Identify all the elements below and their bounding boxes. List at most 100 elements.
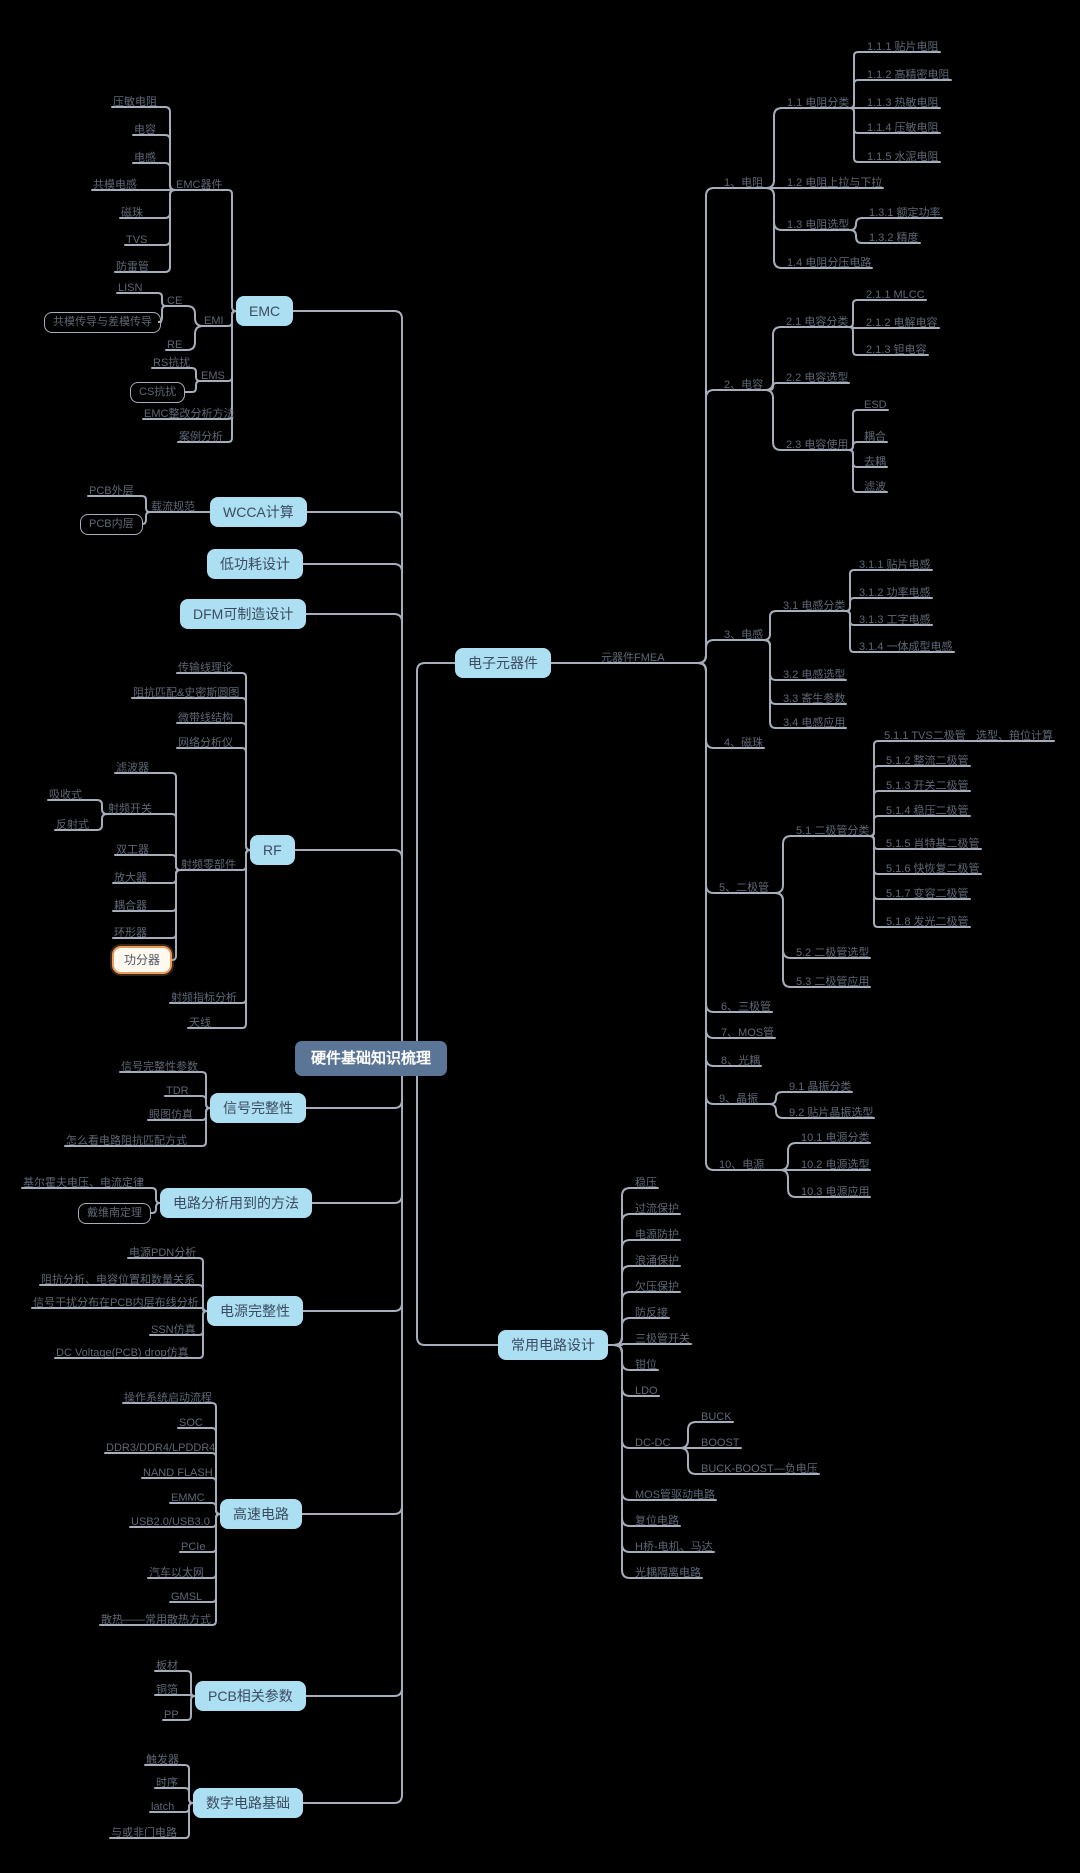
node-nand-flash[interactable]: NAND FLASH [143, 1467, 213, 1479]
node-buck-boost[interactable]: BUCK-BOOST—负电压 [701, 1463, 818, 1475]
node-pcie[interactable]: PCIe [181, 1541, 206, 1553]
node-rectifier-diode[interactable]: 5.1.2 整流二极管 [886, 755, 969, 767]
node-logic-gates[interactable]: 与或非门电路 [111, 1827, 177, 1839]
node-thermistor[interactable]: 1.1.3 热敏电阻 [867, 97, 939, 109]
node-decoupling[interactable]: 去耦 [864, 456, 886, 468]
node-coupler[interactable]: 耦合器 [114, 900, 147, 912]
node-component-fmea[interactable]: 元器件FMEA [601, 652, 665, 664]
node-case-analysis[interactable]: 案例分析 [179, 431, 223, 443]
branch-power-integrity[interactable]: 电源完整性 [207, 1296, 303, 1326]
node-mosfet[interactable]: 7、MOS管 [721, 1027, 775, 1039]
node-rf-filter[interactable]: 滤波器 [116, 762, 149, 774]
node-voltage-divider[interactable]: 1.4 电阻分压电路 [787, 257, 872, 269]
node-reset-circuit[interactable]: 复位电路 [635, 1515, 679, 1527]
node-ferrite-bead-cat[interactable]: 4、磁珠 [724, 737, 764, 749]
node-pp[interactable]: PP [164, 1709, 179, 1721]
node-schottky-diode[interactable]: 5.1.5 肖特基二极管 [886, 838, 980, 850]
branch-emc[interactable]: EMC [236, 296, 294, 326]
node-diode-selection[interactable]: 5.2 二极管选型 [796, 947, 870, 959]
node-opto-isolation-circuit[interactable]: 光耦隔离电路 [635, 1567, 701, 1579]
node-latch[interactable]: latch [151, 1801, 175, 1813]
node-thermal-methods[interactable]: 散热——常用散热方式 [101, 1614, 211, 1626]
node-power-selection[interactable]: 10.2 电源选型 [801, 1159, 870, 1171]
node-led-diode[interactable]: 5.1.8 发光二极管 [886, 916, 969, 928]
node-filtering[interactable]: 滤波 [864, 481, 886, 493]
node-precision-resistor[interactable]: 1.1.2 高精密电阻 [867, 69, 950, 81]
node-parasitic-parameters[interactable]: 3.3 寄生参数 [783, 693, 846, 705]
node-cm-dm-conduction[interactable]: 共模传导与差模传导 [44, 311, 161, 333]
node-varistor-r[interactable]: 1.1.4 压敏电阻 [867, 122, 939, 134]
node-varistor[interactable]: 压敏电阻 [113, 96, 157, 108]
node-power-classification[interactable]: 10.1 电源分类 [801, 1132, 870, 1144]
node-resistor-classification[interactable]: 1.1 电阻分类 [787, 97, 850, 109]
node-voltage-regulation[interactable]: 稳压 [635, 1177, 657, 1189]
node-emi[interactable]: EMI [204, 315, 224, 327]
node-gas-discharge-tube[interactable]: 防雷管 [116, 261, 149, 273]
node-boost[interactable]: BOOST [701, 1437, 740, 1449]
branch-low-power-design[interactable]: 低功耗设计 [207, 549, 303, 579]
node-pcb-inner-routing-analysis[interactable]: 信号干扰分布在PCB内层布线分析 [33, 1297, 199, 1309]
node-diode-classification[interactable]: 5.1 二极管分类 [796, 825, 870, 837]
branch-digital-basics[interactable]: 数字电路基础 [193, 1788, 303, 1818]
node-ce[interactable]: CE [167, 295, 183, 307]
node-undervoltage-protection[interactable]: 欠压保护 [635, 1281, 679, 1293]
branch-rf[interactable]: RF [250, 835, 295, 865]
node-overcurrent-protection[interactable]: 过流保护 [635, 1203, 679, 1215]
node-pdn-analysis[interactable]: 电源PDN分析 [129, 1247, 197, 1259]
node-ferrite-bead[interactable]: 磁珠 [121, 207, 143, 219]
node-power-divider[interactable]: 功分器 [112, 946, 173, 974]
node-re[interactable]: RE [167, 339, 183, 351]
node-pullup-pulldown[interactable]: 1.2 电阻上拉与下拉 [787, 177, 883, 189]
node-si-parameters[interactable]: 信号完整性参数 [121, 1061, 198, 1073]
node-fast-recovery-diode[interactable]: 5.1.6 快恢复二极管 [886, 863, 980, 875]
node-cement-resistor[interactable]: 1.1.5 水泥电阻 [867, 151, 939, 163]
node-inductor-classification[interactable]: 3.1 电感分类 [783, 600, 846, 612]
node-emc-components[interactable]: EMC器件 [176, 179, 223, 191]
node-reverse-protection[interactable]: 防反接 [635, 1307, 668, 1319]
node-automotive-ethernet[interactable]: 汽车以太网 [149, 1567, 204, 1579]
node-antenna[interactable]: 天线 [189, 1017, 211, 1029]
node-bjt-switch[interactable]: 三极管开关 [635, 1333, 690, 1345]
node-inductor-selection[interactable]: 3.2 电感选型 [783, 669, 846, 681]
node-zener-diode[interactable]: 5.1.4 稳压二极管 [886, 805, 969, 817]
node-network-analyzer[interactable]: 网络分析仪 [178, 737, 233, 749]
node-surge-protection[interactable]: 浪涌保护 [635, 1255, 679, 1267]
node-transmission-line-theory[interactable]: 传输线理论 [178, 662, 233, 674]
node-impedance-matching-smith-chart[interactable]: 阻抗匹配&史密斯圆图 [133, 687, 240, 699]
node-mos-drive-circuit[interactable]: MOS管驱动电路 [635, 1489, 716, 1501]
node-rs-immunity[interactable]: RS抗扰 [153, 357, 191, 369]
node-os-boot-flow[interactable]: 操作系统启动流程 [124, 1392, 212, 1404]
node-capacitor-selection[interactable]: 2.2 电容选型 [786, 372, 849, 384]
node-emmc[interactable]: EMMC [171, 1492, 205, 1504]
branch-circuit-analysis-methods[interactable]: 电路分析用到的方法 [160, 1188, 312, 1218]
node-copper-foil[interactable]: 铜箔 [156, 1684, 178, 1696]
node-inductor[interactable]: 电感 [134, 152, 156, 164]
node-emc-rectification-method[interactable]: EMC整改分析方法 [144, 408, 235, 420]
node-rf-components[interactable]: 射频零部件 [181, 859, 236, 871]
node-varactor-diode[interactable]: 5.1.7 变容二极管 [886, 888, 969, 900]
node-dcdc[interactable]: DC-DC [635, 1437, 671, 1449]
node-electrolytic-capacitor[interactable]: 2.1.2 电解电容 [866, 317, 938, 329]
node-tvs-diode[interactable]: 5.1.1 TVS二极管 [884, 730, 966, 742]
center-topic[interactable]: 硬件基础知识梳理 [295, 1040, 448, 1076]
node-drum-core-inductor[interactable]: 3.1.3 工字电感 [859, 614, 931, 626]
node-resistor[interactable]: 1、电阻 [724, 177, 764, 189]
branch-high-speed-circuits[interactable]: 高速电路 [220, 1499, 302, 1529]
node-capacitor-classification[interactable]: 2.1 电容分类 [786, 316, 849, 328]
node-bjt[interactable]: 6、三极管 [721, 1001, 772, 1013]
node-clamp[interactable]: 钳位 [635, 1359, 657, 1371]
branch-signal-integrity[interactable]: 信号完整性 [210, 1093, 306, 1123]
node-rf-metrics-analysis[interactable]: 射频指标分析 [171, 992, 237, 1004]
node-capacitor-usage[interactable]: 2.3 电容使用 [786, 439, 849, 451]
node-absorptive[interactable]: 吸收式 [49, 789, 82, 801]
node-resistor-selection[interactable]: 1.3 电阻选型 [787, 219, 850, 231]
node-impedance-cap-placement[interactable]: 阻抗分析、电容位置和数量关系 [41, 1274, 195, 1286]
node-board-material[interactable]: 板材 [156, 1660, 178, 1672]
node-thevenin-theorem[interactable]: 戴维南定理 [78, 1202, 151, 1224]
node-mlcc[interactable]: 2.1.1 MLCC [866, 289, 925, 301]
branch-wcca[interactable]: WCCA计算 [210, 497, 307, 527]
node-power-supply[interactable]: 10、电源 [719, 1159, 765, 1171]
node-eye-diagram-simulation[interactable]: 眼图仿真 [149, 1109, 193, 1121]
node-crystal[interactable]: 9、晶振 [719, 1093, 759, 1105]
node-optocoupler[interactable]: 8、光耦 [721, 1055, 761, 1067]
